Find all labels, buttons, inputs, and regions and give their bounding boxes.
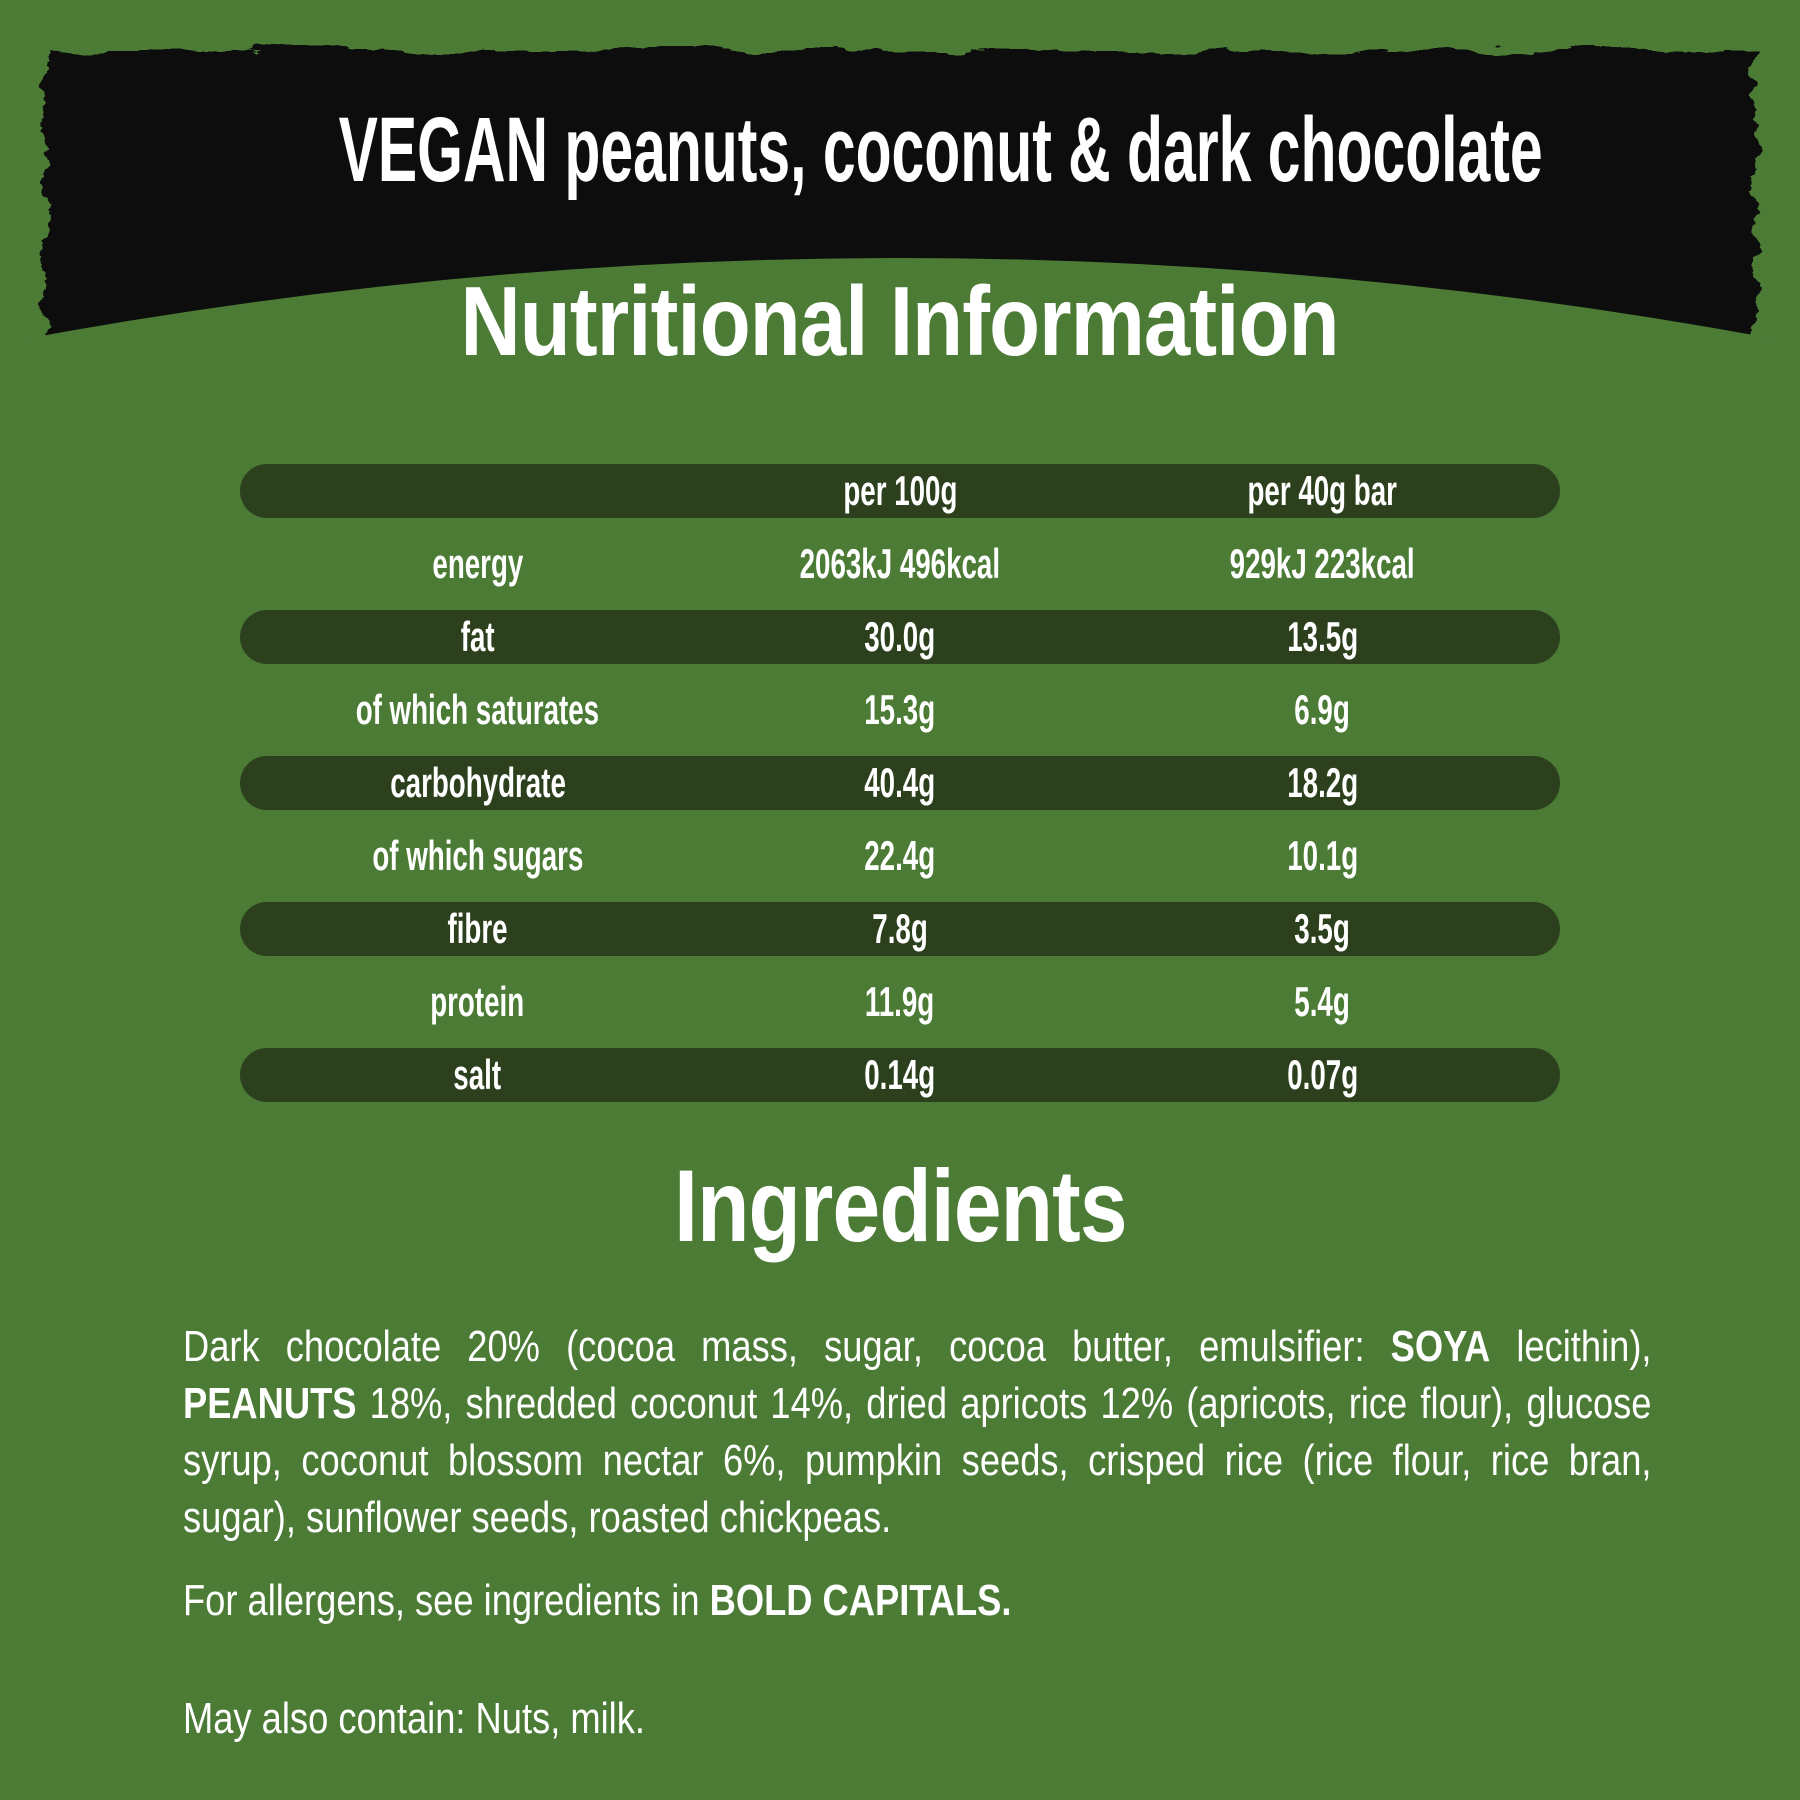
nutrition-cell-protein-label: protein [430,977,525,1025]
nutrition-row-header: per 100g per 40g bar [240,463,1560,518]
nutrition-row-sugars: of which sugars 22.4g 10.1g [240,819,1560,892]
nutrition-row-carbohydrate: carbohydrate 40.4g 18.2g [240,755,1560,810]
banner-title: VEGAN peanuts, coconut & dark chocolate [0,102,1800,198]
nutrition-cell-protein-per40g: 5.4g [1294,977,1351,1025]
nutrition-cell-carbohydrate-label: carbohydrate [389,758,566,806]
nutrition-cell-fibre-per100g: 7.8g [872,904,928,952]
nutrition-row-fat: fat 30.0g 13.5g [240,609,1560,664]
top-banner-shape [30,50,1770,400]
nutrition-cell-sugars-label: of which sugars [372,831,584,879]
allergen-note-prefix: For allergens, see ingredients in [183,1576,710,1625]
nutrition-row-saturates: of which saturates 15.3g 6.9g [240,673,1560,746]
ingredients-paragraph: Dark chocolate 20% (cocoa mass, sugar, c… [183,1318,1652,1546]
nutrition-row-fibre: fibre 7.8g 3.5g [240,901,1560,956]
nutrition-row-protein: protein 11.9g 5.4g [240,965,1560,1038]
nutrition-cell-sugars-per100g: 22.4g [864,831,936,879]
nutrition-row-energy: energy 2063kJ 496kcal 929kJ 223kcal [240,527,1560,600]
nutrition-cell-fat-per40g: 13.5g [1286,612,1358,660]
ingredient-allergen: SOYA [1390,1322,1491,1371]
nutrition-cell-fat-label: fat [460,612,495,660]
nutrition-cell-saturates-per100g: 15.3g [864,685,936,733]
nutrition-cell-sugars-per40g: 10.1g [1286,831,1358,879]
ingredient-allergen: PEANUTS [183,1379,357,1428]
ingredient-text: 18%, shredded coconut 14%, dried apricot… [183,1379,1652,1542]
allergen-note: For allergens, see ingredients in BOLD C… [183,1572,1652,1629]
allergen-note-bold: BOLD CAPITALS. [709,1576,1012,1625]
nutrition-cell-fibre-label: fibre [447,904,508,952]
nutrition-cell-energy-label: energy [432,539,524,587]
ingredients-heading-text: Ingredients [673,1149,1127,1263]
nutrition-cell-energy-per40g: 929kJ 223kcal [1229,539,1415,587]
may-contain-note: May also contain: Nuts, milk. [183,1694,645,1743]
nutrition-cell-fibre-per40g: 3.5g [1294,904,1351,952]
ingredient-text: Dark chocolate 20% (cocoa mass, sugar, c… [183,1322,1391,1371]
nutrition-cell-header-per40g: per 40g bar [1247,466,1398,514]
nutrition-cell-carbohydrate-per100g: 40.4g [864,758,936,806]
nutrition-cell-header-per100g: per 100g [842,466,957,514]
nutrition-cell-energy-per100g: 2063kJ 496kcal [799,539,1001,587]
nutrition-row-salt: salt 0.14g 0.07g [240,1047,1560,1102]
banner-title-text: VEGAN peanuts, coconut & dark chocolate [338,99,1543,201]
nutrition-cell-header-label [240,470,715,512]
nutrition-cell-salt-label: salt [453,1050,502,1098]
nutrition-heading-text: Nutritional Information [460,266,1340,376]
ingredient-text: lecithin), [1490,1322,1652,1371]
nutrition-table: per 100g per 40g bar energy 2063kJ 496kcal 9… [240,454,1560,1111]
nutrition-cell-salt-per40g: 0.07g [1286,1050,1358,1098]
ingredients-heading: Ingredients [0,1154,1800,1258]
nutrition-cell-carbohydrate-per40g: 18.2g [1286,758,1358,806]
nutrition-cell-saturates-label: of which saturates [355,685,600,733]
nutrition-cell-protein-per100g: 11.9g [865,977,935,1025]
nutrition-cell-fat-per100g: 30.0g [864,612,936,660]
nutrition-cell-saturates-per40g: 6.9g [1294,685,1351,733]
nutrition-cell-salt-per100g: 0.14g [864,1050,936,1098]
nutrition-heading: Nutritional Information [0,271,1800,371]
